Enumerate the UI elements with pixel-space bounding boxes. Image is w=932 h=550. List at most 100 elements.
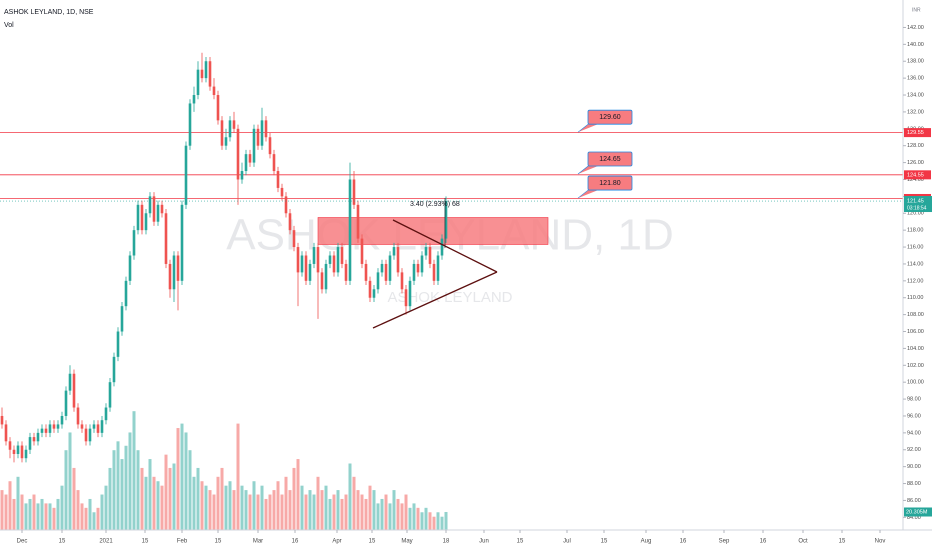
volume-last-label: 20.305M [906,509,928,515]
volume-bar [388,503,392,530]
volume-bar [396,498,400,530]
y-tick-label: 100.00 [907,380,924,386]
volume-bar [252,481,256,530]
candle-body [240,171,244,180]
candle-body [68,373,72,391]
y-tick-label: 136.00 [907,76,924,82]
y-tick-label: 134.00 [907,92,924,98]
candle-body [208,61,212,87]
volume-bar [124,445,128,530]
volume-bar [68,432,72,530]
volume-bar [92,512,96,530]
y-tick-label: 116.00 [907,245,923,251]
candle-body [404,289,408,307]
candle-body [424,247,428,256]
candle-body [36,432,40,442]
candle-body [300,255,304,273]
y-tick-label: 120.00 [907,211,924,217]
candle-body [264,120,268,138]
candle-body [8,441,12,450]
candle-body [224,137,228,146]
x-tick-label: 16 [680,539,687,545]
candle-body [228,120,232,138]
candle-body [252,128,256,163]
candle-body [396,247,400,273]
volume-bar [260,485,264,530]
x-tick-label: Feb [177,539,188,545]
x-tick-label: Nov [875,539,886,545]
candle-body [132,230,136,256]
price-line-tag [904,170,931,180]
volume-bar [84,507,88,530]
candle-body [220,120,224,146]
candle-body [312,247,316,264]
volume-bar [328,498,332,530]
volume-bar [280,494,284,530]
x-tick-label: 15 [59,539,66,545]
candle-body [276,171,280,188]
candle-body [244,154,248,172]
volume-bar [108,467,112,530]
volume-bar [276,481,280,530]
volume-bar [168,467,172,530]
volume-bar [8,481,12,530]
x-tick-label: Jun [479,539,489,545]
volume-bar [128,432,132,530]
volume-bar [292,467,296,530]
y-tick-label: 90.00 [907,464,921,470]
chart-title: ASHOK LEYLAND, 1D, NSE [4,9,94,16]
candle-body [180,204,184,281]
candle-body [436,255,440,281]
candle-body [80,424,84,429]
last-price-tag [904,196,932,213]
candle-body [304,255,308,281]
volume-bar [112,450,116,530]
volume-bar [360,494,364,530]
candle-body [128,255,132,281]
callout-box [587,175,633,191]
volume-bar [296,459,300,530]
candle-body [72,373,76,408]
volume-bar [244,490,248,530]
candle-body [144,213,148,231]
x-tick-label: 15 [142,539,149,545]
y-tick-label: 124.00 [907,177,924,183]
volume-bar [0,490,4,530]
candle-body [176,255,180,281]
volume-bar [352,476,356,530]
volume-bar [100,494,104,530]
candle-body [164,213,168,264]
candle-body [4,424,8,442]
volume-bar [304,494,308,530]
volume-bar [216,476,220,530]
volume-bar [40,498,44,530]
candle-body [216,95,220,121]
plot [0,52,903,530]
last-price-label: 121.45 [907,198,924,204]
volume-bar [48,503,52,530]
volume-bar [312,494,316,530]
candle-body [160,204,164,214]
price-line-tag [904,128,931,138]
x-tick-label: 18 [443,539,450,545]
y-tick-label: 98.00 [907,397,921,403]
candle-body [20,445,24,459]
triangle-lower [372,271,498,329]
volume-bar [140,467,144,530]
volume-bar [172,463,176,530]
candle-body [352,179,356,205]
candle-body [60,415,64,425]
x-tick-label: Oct [798,539,808,545]
candle-body [408,280,412,307]
volume-bar [324,485,328,530]
volume-bar [76,490,80,530]
candle-body [440,238,444,256]
candle-body [444,201,448,239]
volume-bar [200,481,204,530]
volume-bar [400,503,404,530]
volume-bar [176,428,180,530]
volume-bar [264,498,268,530]
candle-body [140,204,144,231]
volume-bar [272,490,276,530]
